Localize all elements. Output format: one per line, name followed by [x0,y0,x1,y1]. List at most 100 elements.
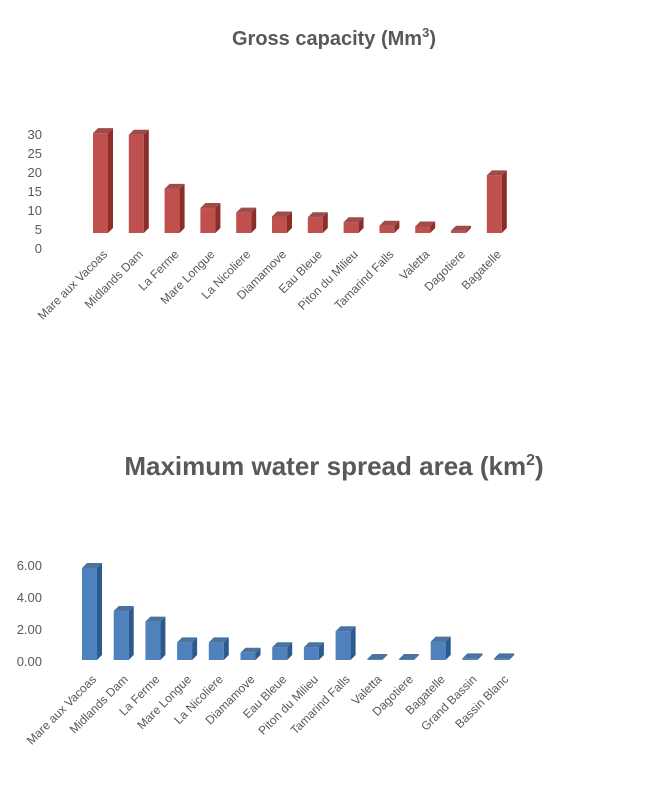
bar-side [251,207,257,233]
bar [200,203,221,233]
bar-side [223,637,229,660]
bar [462,653,483,660]
bar-side [350,626,356,660]
bar [240,647,261,660]
bar-top [399,654,419,659]
bar-top [272,211,292,217]
bar-top [379,220,400,226]
bar [164,183,185,233]
bar-top [93,128,113,134]
bar-front [494,658,510,660]
bar [236,207,257,233]
bar [145,616,166,660]
bar-side [108,128,113,233]
bar [367,654,388,660]
bar-side [97,563,102,660]
y-tick-label: 2.00 [17,622,42,637]
bar-top [494,653,515,659]
bar-side [255,647,261,660]
y-tick-label: 15 [28,184,42,199]
bar [272,211,292,233]
bar-front [177,642,193,660]
bar-side [414,654,419,660]
bar [113,606,134,660]
chart1-title: Gross capacity (Mm3) [232,25,436,50]
bar-top [177,637,198,643]
bar [93,128,113,233]
bar-top [462,653,483,659]
bar [494,653,515,660]
chart2-title: Maximum water spread area (km2) [124,451,543,481]
bar-side [318,642,324,660]
bar [343,217,364,233]
bar [335,626,356,660]
bar-top [164,183,185,189]
bar-front [200,208,216,233]
bar-side [501,170,507,233]
bar [177,637,198,660]
bar [430,636,451,660]
bar-top [272,642,293,648]
bar-front [128,134,144,233]
bar-top [200,203,221,209]
y-tick-label: 4.00 [17,590,42,605]
y-tick-label: 30 [28,127,42,142]
bar-side [394,220,400,233]
bar-front [367,659,383,660]
bar-side [215,203,221,233]
bar-front [208,642,224,660]
bar-top [307,212,328,218]
bar-side [430,221,436,233]
bar [451,225,471,233]
bar-top [236,207,257,213]
bar-front [307,217,323,233]
bar-front [335,631,351,660]
bar-top [303,642,324,648]
bar-front [93,133,108,233]
bar-side [477,653,483,660]
bar-front [272,647,288,660]
bar [307,212,328,233]
bar [399,654,419,660]
bar-front [379,225,395,233]
bar-front [164,188,180,233]
bar-front [303,647,319,660]
bar-front [272,216,287,233]
bar-front [462,658,478,660]
bar-side [382,654,388,660]
bar-top [415,221,436,227]
y-tick-label: 0 [35,241,42,256]
bar [303,642,324,660]
y-tick-label: 5 [35,222,42,237]
bar-side [322,212,328,233]
bar-front [451,230,466,233]
x-category-label: Bagatelle [459,247,505,293]
bar-front [415,226,431,233]
bar-front [240,652,256,660]
bar-front [236,212,252,233]
bar-side [192,637,198,660]
bar-side [143,129,149,233]
bar-front [82,568,97,660]
y-tick-label: 10 [28,203,42,218]
bar-top [367,654,388,659]
y-tick-label: 20 [28,165,42,180]
bar-front [343,222,359,233]
bar-side [287,211,292,233]
bar-top [240,647,261,653]
bar-side [179,183,185,233]
bar-top [208,637,229,643]
bar-front [399,659,414,660]
bar-top [451,225,471,231]
bar-top [335,626,356,632]
bar-side [358,217,364,233]
bar [379,220,400,233]
bar-front [486,175,502,233]
bar [415,221,436,233]
bar [82,563,102,660]
bar-top [486,170,507,176]
bar-top [113,606,134,612]
bar [486,170,507,233]
bar [128,129,149,233]
